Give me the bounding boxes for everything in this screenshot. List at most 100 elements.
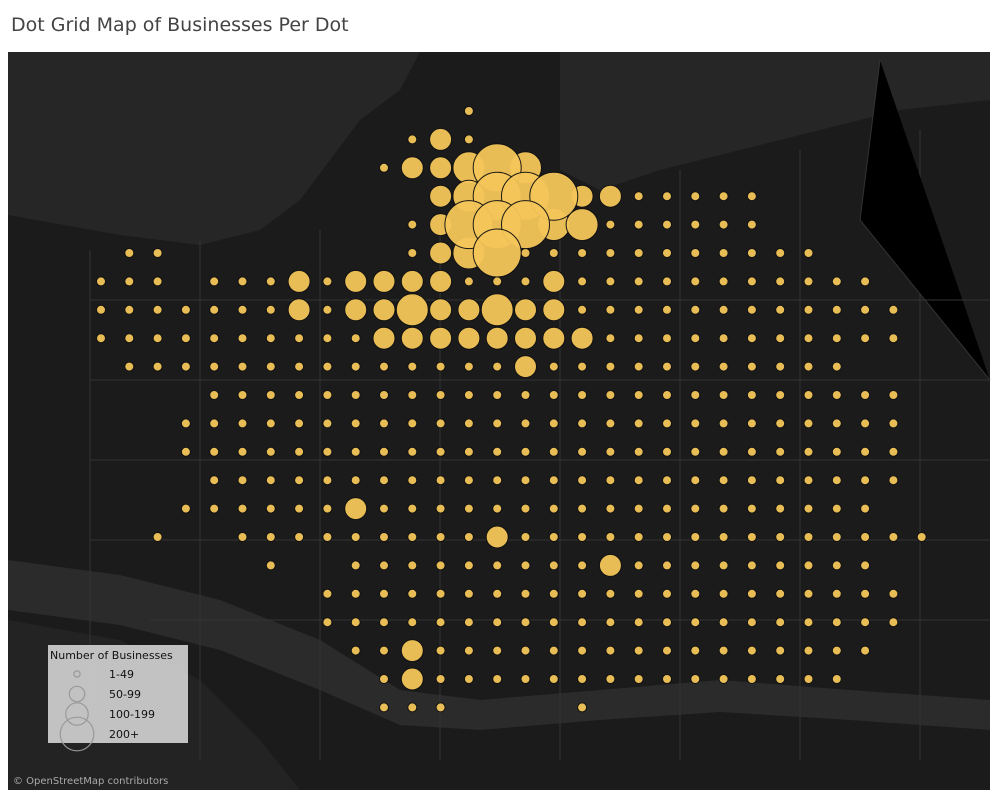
dot [350,418,361,429]
dot [803,361,814,372]
dot [633,418,644,429]
dot [605,390,616,400]
dot [407,617,418,628]
dot [180,333,191,344]
dot [152,304,163,315]
dot [803,446,814,457]
dot [860,588,871,599]
dot [577,617,588,628]
dot [916,532,927,542]
dot [514,326,537,350]
dot [605,219,616,230]
dot [463,674,474,684]
dot [435,617,446,628]
dot [775,418,786,429]
dot [718,617,729,628]
dot [463,475,474,486]
dot [662,560,672,571]
dot [294,333,305,344]
dot [803,276,814,287]
dot [662,276,672,287]
dot [372,269,396,293]
dot [322,304,333,315]
dot [860,560,871,571]
dot [718,219,729,230]
dot [831,617,842,628]
dot [775,333,786,344]
dot [463,617,474,628]
dot [372,326,396,350]
dot [429,269,453,293]
dot [379,162,389,173]
dot [633,333,644,344]
dot [605,645,616,656]
dot [831,560,842,571]
dot [379,361,389,372]
dot [96,276,106,287]
dot [322,418,333,429]
river [8,560,990,730]
dot [718,446,729,457]
dot [662,390,672,400]
dot [350,645,361,656]
dot [96,304,106,315]
dot [350,560,361,571]
dot [775,674,786,684]
dot [577,532,588,542]
dot [633,645,644,656]
dot [598,184,622,208]
dot [265,446,276,457]
dot [662,617,672,628]
dot [633,617,644,628]
dot [577,560,588,571]
dot [492,674,503,684]
dot [463,503,474,514]
dot [429,326,453,350]
dot [463,446,474,457]
dot [746,390,757,400]
dot [124,333,135,344]
dot [209,418,220,429]
dot [463,276,474,287]
dot [662,446,672,457]
dot [690,248,701,258]
dot [520,418,531,429]
dot [718,588,729,599]
dot [633,560,644,571]
dot [379,475,389,486]
dot [209,333,220,344]
dot [265,333,276,344]
dot [294,503,305,514]
dot [237,304,248,315]
dot [633,390,644,400]
dot [803,503,814,514]
dot [350,390,361,400]
dot [400,639,424,663]
dot [435,390,446,400]
dot [746,248,757,258]
dot [831,645,842,656]
dot [542,326,566,350]
dot [435,645,446,656]
dot [746,588,757,599]
water [8,52,420,245]
dot [463,134,474,145]
dot [746,191,757,202]
dot [520,645,531,656]
dot [520,248,531,258]
dot [265,475,276,486]
dot [400,667,424,691]
dot [662,191,672,202]
dot [400,269,424,293]
dot [888,588,899,599]
dot [803,475,814,486]
dot [633,304,644,315]
legend-label: 200+ [109,728,139,741]
dot [775,617,786,628]
dot [746,333,757,344]
dot [265,418,276,429]
dot [265,276,276,287]
dot [633,219,644,230]
dot [350,532,361,542]
